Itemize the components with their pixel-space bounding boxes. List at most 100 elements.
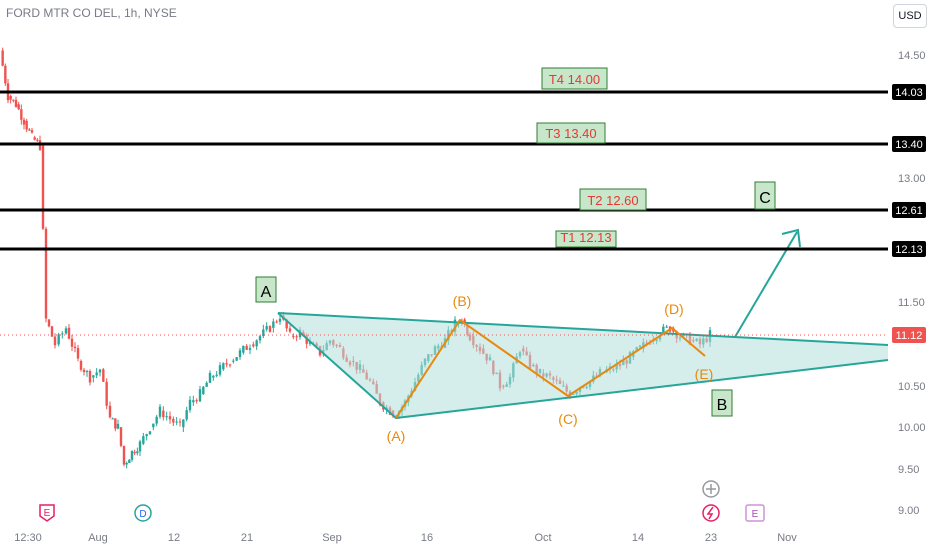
candle-body <box>138 441 142 452</box>
candle-body <box>67 327 71 339</box>
candle-body <box>33 137 36 140</box>
candle-body <box>53 336 57 346</box>
candle-body <box>148 431 152 435</box>
candle-body <box>288 328 292 332</box>
candle-body <box>662 326 665 332</box>
svg-text:A: A <box>261 284 272 301</box>
candle-body <box>272 321 275 328</box>
candle-body <box>41 145 45 229</box>
candle-body <box>79 360 83 370</box>
candle-body <box>195 400 198 402</box>
x-tick-label: Sep <box>322 532 342 544</box>
candle-body <box>265 326 268 330</box>
candles-group <box>1 47 712 469</box>
candle-body <box>152 423 155 428</box>
candle-body <box>122 445 126 465</box>
y-tick-label: 10.00 <box>898 422 926 434</box>
y-tick-label: 13.00 <box>898 173 926 185</box>
candle-body <box>36 139 39 141</box>
target-label: T3 13.40 <box>545 126 596 141</box>
add-event-icon[interactable] <box>702 480 720 498</box>
candle-body <box>182 419 185 428</box>
candle-body <box>165 416 168 418</box>
candle-body <box>248 348 252 350</box>
wave-label-e: (E) <box>695 366 714 382</box>
candle-body <box>128 459 131 463</box>
candle-body <box>292 336 295 338</box>
level-price-label: 12.61 <box>895 205 923 217</box>
triangle-lower-line <box>395 359 889 419</box>
point-label-a: A <box>255 276 277 303</box>
candle-body <box>92 375 95 378</box>
level-price-badge <box>892 202 926 218</box>
triangle-upper-line <box>277 312 889 346</box>
triangle-pattern <box>277 312 889 419</box>
level-price-label: 12.13 <box>895 244 923 256</box>
candle-body <box>295 336 298 338</box>
breakout-arrow <box>734 228 801 338</box>
candle-body <box>95 372 98 376</box>
candle-body <box>185 410 188 420</box>
candle-body <box>278 318 282 322</box>
candle-body <box>308 341 312 344</box>
candle-body <box>188 399 192 411</box>
target-box <box>536 122 606 144</box>
x-tick-label: 14 <box>632 532 644 544</box>
candle-body <box>12 99 15 101</box>
candle-body <box>30 130 34 133</box>
candle-body <box>61 333 64 335</box>
y-axis: 14.50 13.00 11.50 10.50 10.00 9.50 9.00 <box>898 50 926 517</box>
candle-body <box>9 96 12 100</box>
candle-body <box>258 336 262 341</box>
level-price-badge <box>892 241 926 257</box>
candle-body <box>57 334 60 345</box>
svg-text:E: E <box>752 509 759 520</box>
candle-body <box>225 363 228 365</box>
x-tick-label: Aug <box>88 532 108 544</box>
candle-body <box>20 109 23 120</box>
x-axis: 12:30 Aug 12 21 Sep 16 Oct 14 23 Nov <box>14 532 797 544</box>
candle-body <box>275 321 278 323</box>
x-tick-label: 21 <box>241 532 253 544</box>
currency-button[interactable]: USD <box>893 4 927 28</box>
candle-body <box>232 360 235 362</box>
candle-body <box>102 369 105 382</box>
candle-body <box>205 382 208 387</box>
svg-text:E: E <box>44 508 51 519</box>
candle-body <box>142 436 145 444</box>
wave-label-b: (B) <box>453 293 472 309</box>
earnings-marker-1[interactable]: E <box>39 504 55 522</box>
candle-body <box>44 228 48 319</box>
candle-body <box>114 418 117 429</box>
candle-body <box>47 319 51 327</box>
candle-body <box>88 371 92 383</box>
candle-body <box>162 410 165 418</box>
candle-body <box>1 50 4 66</box>
candle-body <box>111 418 114 420</box>
flash-icon[interactable] <box>702 504 720 522</box>
level-price-badge <box>892 136 926 152</box>
candle-body <box>125 462 128 465</box>
candle-body <box>178 421 182 423</box>
triangle-fill <box>278 313 888 418</box>
point-label-b: B <box>711 389 733 417</box>
candle-body <box>76 348 80 359</box>
candle-body <box>119 427 123 446</box>
candle-body <box>665 326 668 328</box>
candle-body <box>238 350 242 358</box>
earnings-marker-2[interactable]: E <box>745 504 765 522</box>
candle-body <box>116 423 120 429</box>
y-tick-label: 14.50 <box>898 50 926 62</box>
wave-label-a: (A) <box>387 428 406 444</box>
wave-label-d: (D) <box>664 301 683 317</box>
candle-body <box>82 369 86 373</box>
candle-body <box>73 346 77 349</box>
dividend-marker[interactable]: D <box>134 504 152 522</box>
y-tick-label: 10.50 <box>898 381 926 393</box>
candle-body <box>85 371 89 373</box>
candle-body <box>64 328 68 334</box>
candle-body <box>108 405 112 418</box>
candle-body <box>198 389 202 402</box>
current-price-badge: 11.12 <box>892 327 926 343</box>
